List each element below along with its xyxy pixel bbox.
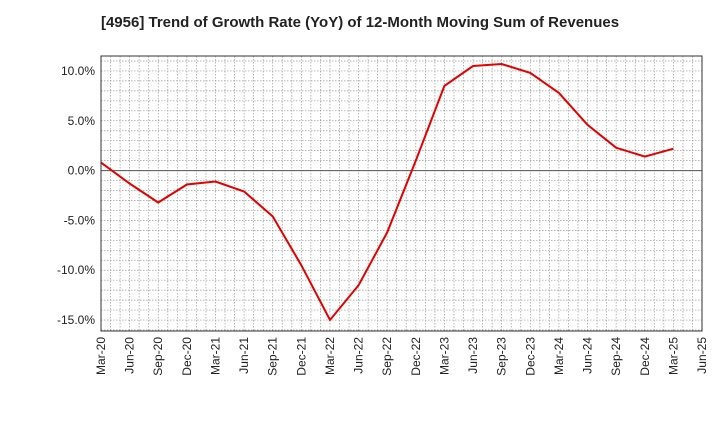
x-tick-label: Sep-23 <box>495 337 509 376</box>
x-tick-label: Mar-24 <box>552 337 566 375</box>
y-tick-label: 0.0% <box>68 164 96 178</box>
x-tick-label: Dec-22 <box>409 337 423 376</box>
x-tick-label: Dec-24 <box>638 337 652 376</box>
x-tick-label: Jun-24 <box>581 337 595 374</box>
horizontal-gridlines <box>101 60 702 331</box>
y-tick-label: -5.0% <box>64 213 96 227</box>
x-tick-label: Jun-25 <box>695 337 709 374</box>
x-tick-label: Sep-22 <box>380 337 394 376</box>
x-tick-label: Mar-23 <box>437 337 451 375</box>
x-tick-label: Dec-23 <box>523 337 537 376</box>
x-tick-label: Dec-21 <box>294 337 308 376</box>
chart-title: [4956] Trend of Growth Rate (YoY) of 12-… <box>100 14 620 31</box>
x-tick-label: Sep-24 <box>609 337 623 376</box>
series-line <box>100 62 674 322</box>
vertical-gridlines <box>100 56 693 331</box>
y-tick-label: 5.0% <box>68 114 96 128</box>
x-tick-label: Sep-20 <box>151 337 165 376</box>
y-axis-ticks: 10.0% 5.0% 0.0% -5.0% -10.0% -15.0% <box>57 64 95 327</box>
x-axis-ticks: Mar-20 Jun-20 Sep-20 Dec-20 Mar-21 Jun-21 Sep-… <box>94 337 709 376</box>
x-tick-label: Sep-21 <box>266 337 280 376</box>
y-tick-label: -10.0% <box>57 263 95 277</box>
x-tick-label: Mar-21 <box>208 337 222 375</box>
x-tick-label: Mar-22 <box>323 337 337 375</box>
plot-background <box>101 56 702 331</box>
x-tick-label: Mar-20 <box>94 337 108 375</box>
y-tick-label: 10.0% <box>61 64 95 78</box>
x-tick-label: Mar-25 <box>666 337 680 375</box>
x-tick-label: Jun-20 <box>123 337 137 374</box>
x-tick-label: Jun-21 <box>237 337 251 374</box>
x-tick-label: Jun-23 <box>466 337 480 374</box>
y-tick-label: -15.0% <box>57 313 95 327</box>
plot-frame <box>100 55 703 332</box>
x-tick-label: Dec-20 <box>180 337 194 376</box>
x-tick-label: Jun-22 <box>352 337 366 374</box>
